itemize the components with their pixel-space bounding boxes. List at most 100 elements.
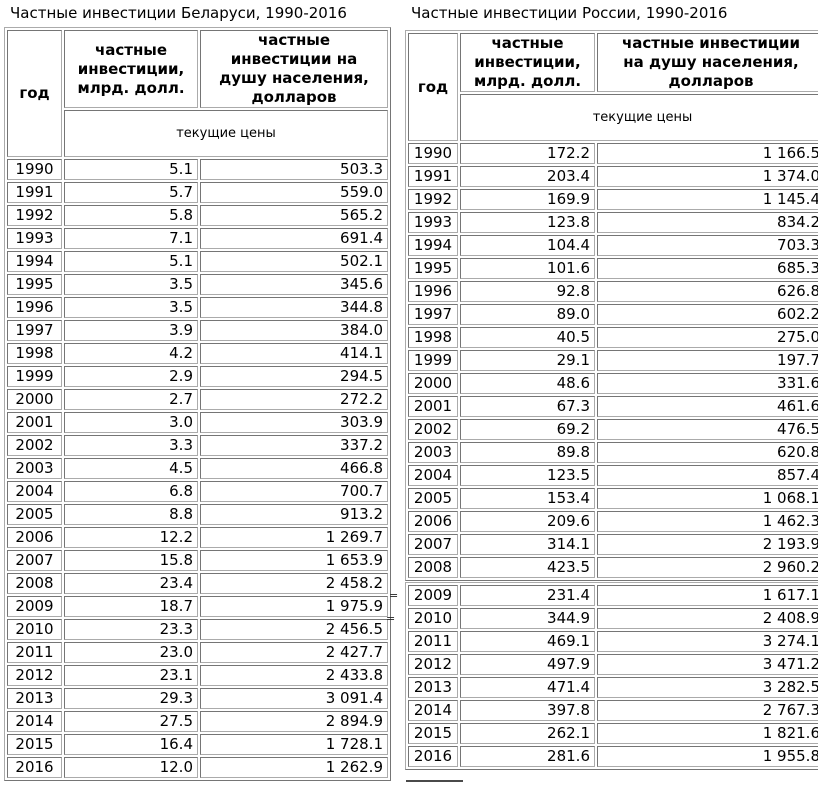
russia-col-header-year: год: [408, 33, 458, 141]
value-cell: 2 456.5: [200, 619, 388, 640]
value-cell: 345.6: [200, 274, 388, 295]
value-cell: 3.9: [64, 320, 198, 341]
value-cell: 3.5: [64, 297, 198, 318]
russia-section: Частные инвестиции России, 1990-2016 год…: [405, 4, 818, 770]
footnote-divider: [406, 780, 463, 782]
value-cell: 169.9: [460, 189, 595, 210]
value-cell: 209.6: [460, 511, 595, 532]
value-cell: 397.8: [460, 700, 595, 721]
russia-table-body-lower: 2009 231.4 1 617.1 2010 344.9 2 408.9 2011 469.…: [408, 585, 818, 767]
value-cell: 1 821.6: [597, 723, 818, 744]
russia-subheader-current-prices: текущие цены: [460, 94, 818, 141]
value-cell: 602.2: [597, 304, 818, 325]
value-cell: 5.7: [64, 182, 198, 203]
table-row: 1991 5.7 559.0: [7, 182, 388, 203]
value-cell: 5.8: [64, 205, 198, 226]
table-row: 2004 6.8 700.7: [7, 481, 388, 502]
table-row: 2008 23.4 2 458.2: [7, 573, 388, 594]
year-cell: 2009: [408, 585, 458, 606]
value-cell: 1 955.8: [597, 746, 818, 767]
year-cell: 1992: [408, 189, 458, 210]
russia-table-lower: 2009 231.4 1 617.1 2010 344.9 2 408.9 2011 469.…: [405, 582, 818, 770]
table-row: 2002 3.3 337.2: [7, 435, 388, 456]
value-cell: 384.0: [200, 320, 388, 341]
table-row: 1994 104.4 703.3: [408, 235, 818, 256]
value-cell: 15.8: [64, 550, 198, 571]
year-cell: 1993: [408, 212, 458, 233]
table-row: 1993 7.1 691.4: [7, 228, 388, 249]
year-cell: 1997: [7, 320, 62, 341]
value-cell: 497.9: [460, 654, 595, 675]
value-cell: 700.7: [200, 481, 388, 502]
value-cell: 29.1: [460, 350, 595, 371]
year-cell: 2002: [408, 419, 458, 440]
value-cell: 2.9: [64, 366, 198, 387]
value-cell: 4.5: [64, 458, 198, 479]
value-cell: 503.3: [200, 159, 388, 180]
year-cell: 2008: [7, 573, 62, 594]
value-cell: 1 374.0: [597, 166, 818, 187]
value-cell: 471.4: [460, 677, 595, 698]
table-row: 2002 69.2 476.5: [408, 419, 818, 440]
year-cell: 1994: [408, 235, 458, 256]
value-cell: 12.0: [64, 757, 198, 778]
year-cell: 1999: [408, 350, 458, 371]
year-cell: 2012: [408, 654, 458, 675]
year-cell: 1991: [7, 182, 62, 203]
table-row: 2010 344.9 2 408.9: [408, 608, 818, 629]
value-cell: 3 274.1: [597, 631, 818, 652]
year-cell: 1990: [7, 159, 62, 180]
year-cell: 2007: [408, 534, 458, 555]
table-row: 2016 281.6 1 955.8: [408, 746, 818, 767]
table-row: 2013 471.4 3 282.5: [408, 677, 818, 698]
value-cell: 423.5: [460, 557, 595, 578]
year-cell: 2015: [7, 734, 62, 755]
year-cell: 2009: [7, 596, 62, 617]
table-row: 1997 89.0 602.2: [408, 304, 818, 325]
table-row: 1999 29.1 197.7: [408, 350, 818, 371]
footnote-mark: =: [389, 589, 399, 602]
value-cell: 92.8: [460, 281, 595, 302]
value-cell: 67.3: [460, 396, 595, 417]
value-cell: 565.2: [200, 205, 388, 226]
year-cell: 2016: [7, 757, 62, 778]
value-cell: 691.4: [200, 228, 388, 249]
value-cell: 1 145.4: [597, 189, 818, 210]
value-cell: 1 269.7: [200, 527, 388, 548]
year-cell: 2000: [408, 373, 458, 394]
value-cell: 469.1: [460, 631, 595, 652]
table-row: 2003 89.8 620.8: [408, 442, 818, 463]
value-cell: 23.0: [64, 642, 198, 663]
belarus-table: год частные инвестиции, млрд. долл. част…: [4, 27, 391, 781]
year-cell: 2014: [408, 700, 458, 721]
value-cell: 3.3: [64, 435, 198, 456]
value-cell: 331.6: [597, 373, 818, 394]
table-row: 2005 8.8 913.2: [7, 504, 388, 525]
year-cell: 2001: [7, 412, 62, 433]
value-cell: 3.0: [64, 412, 198, 433]
value-cell: 834.2: [597, 212, 818, 233]
russia-col-header-per-capita: частные инвестиции на душу населения, до…: [597, 33, 818, 92]
table-row: 2015 16.4 1 728.1: [7, 734, 388, 755]
table-row: 2001 67.3 461.6: [408, 396, 818, 417]
value-cell: 2 960.2: [597, 557, 818, 578]
year-cell: 1995: [7, 274, 62, 295]
value-cell: 703.3: [597, 235, 818, 256]
year-cell: 2002: [7, 435, 62, 456]
footnote-mark: =: [386, 612, 396, 625]
table-row: 2010 23.3 2 456.5: [7, 619, 388, 640]
value-cell: 314.1: [460, 534, 595, 555]
year-cell: 2004: [408, 465, 458, 486]
year-cell: 2005: [7, 504, 62, 525]
year-cell: 2006: [7, 527, 62, 548]
value-cell: 344.9: [460, 608, 595, 629]
value-cell: 2 408.9: [597, 608, 818, 629]
table-row: 2005 153.4 1 068.1: [408, 488, 818, 509]
value-cell: 2 433.8: [200, 665, 388, 686]
belarus-col-header-investments: частные инвестиции, млрд. долл.: [64, 30, 198, 108]
value-cell: 461.6: [597, 396, 818, 417]
table-row: 2012 497.9 3 471.2: [408, 654, 818, 675]
value-cell: 172.2: [460, 143, 595, 164]
table-row: 1999 2.9 294.5: [7, 366, 388, 387]
belarus-col-header-year: год: [7, 30, 62, 157]
